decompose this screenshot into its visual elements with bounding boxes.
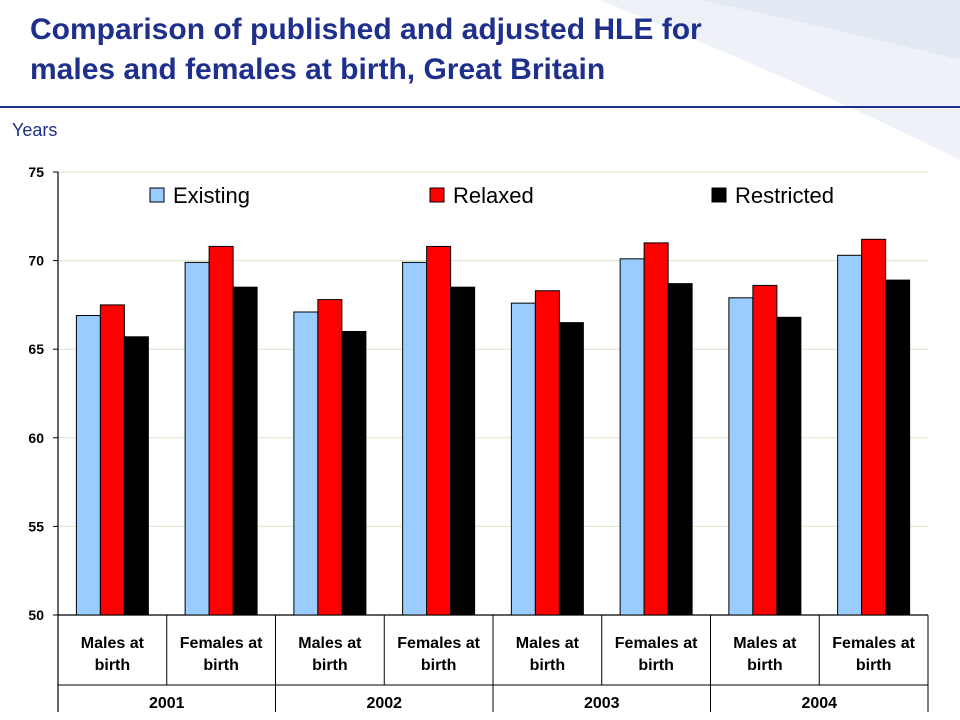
bar-existing: [728, 297, 754, 616]
bar-existing: [619, 258, 645, 616]
bar-restricted: [341, 330, 367, 616]
category-label: birth: [638, 657, 674, 674]
bar-relaxed: [861, 238, 887, 616]
group-label: 2001: [149, 695, 185, 712]
category-label: Females at: [832, 635, 915, 652]
y-tick-label: 70: [28, 253, 44, 269]
y-tick-label: 55: [28, 518, 44, 534]
slide-title: Comparison of published and adjusted HLE…: [30, 10, 930, 90]
category-label: Females at: [397, 635, 480, 652]
bar-restricted: [450, 286, 476, 616]
bar-relaxed: [317, 299, 343, 616]
category-label: Males at: [733, 635, 797, 652]
y-units-label: Years: [12, 120, 58, 140]
title-divider: [0, 106, 960, 108]
bar-existing: [510, 302, 536, 616]
category-label: birth: [95, 657, 131, 674]
bar-restricted: [123, 336, 149, 616]
category-label: birth: [312, 657, 348, 674]
group-label: 2003: [584, 695, 620, 712]
legend-label-existing: Existing: [173, 183, 250, 208]
title-line-2: males and females at birth, Great Britai…: [30, 53, 606, 86]
category-label: birth: [203, 657, 239, 674]
bar-existing: [75, 315, 101, 616]
bar-restricted: [885, 279, 911, 616]
bar-existing: [837, 254, 863, 616]
legend-swatch-existing: [149, 187, 165, 203]
legend-label-restricted: Restricted: [735, 183, 834, 208]
bar-relaxed: [426, 245, 452, 616]
category-label: birth: [530, 657, 566, 674]
y-tick-label: 65: [28, 341, 44, 357]
y-tick-label: 75: [28, 164, 44, 180]
category-label: Females at: [180, 635, 263, 652]
bar-existing: [293, 311, 319, 616]
y-tick-label: 50: [28, 607, 44, 623]
category-label: Males at: [516, 635, 580, 652]
y-tick-label: 60: [28, 430, 44, 446]
category-label: Females at: [615, 635, 698, 652]
category-label: birth: [856, 657, 892, 674]
category-label: birth: [421, 657, 457, 674]
bar-existing: [184, 261, 210, 616]
bar-restricted: [667, 283, 693, 616]
bar-existing: [402, 261, 428, 616]
legend-swatch-restricted: [711, 187, 727, 203]
category-label: birth: [747, 657, 783, 674]
legend-label-relaxed: Relaxed: [453, 183, 534, 208]
bar-relaxed: [99, 304, 125, 616]
group-label: 2004: [801, 695, 837, 712]
bar-restricted: [558, 322, 584, 616]
title-line-1: Comparison of published and adjusted HLE…: [30, 13, 702, 46]
bar-relaxed: [534, 290, 560, 616]
bar-relaxed: [643, 242, 669, 616]
category-label: Males at: [81, 635, 145, 652]
bar-restricted: [232, 286, 258, 616]
bar-relaxed: [208, 245, 234, 616]
bar-chart: 50 55 60 65 70 75 Males at birth Females at birth…: [15, 150, 940, 713]
category-label: Males at: [298, 635, 362, 652]
bar-restricted: [776, 316, 802, 616]
group-label: 2002: [366, 695, 402, 712]
legend-swatch-relaxed: [429, 187, 445, 203]
bar-relaxed: [752, 284, 778, 616]
